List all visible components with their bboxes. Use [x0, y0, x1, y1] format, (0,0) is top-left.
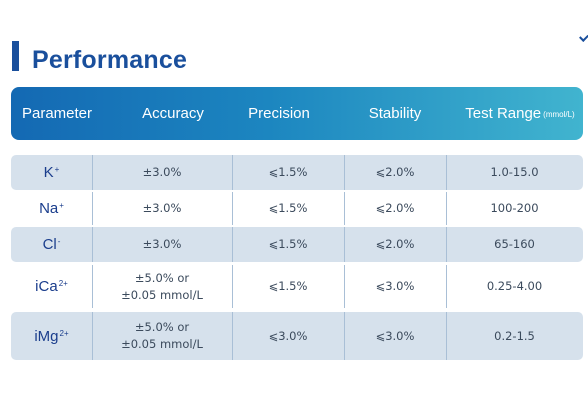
stability-cell: ⩽2.0% — [375, 165, 415, 179]
header-stability: Stability — [368, 105, 422, 122]
column-divider — [446, 155, 447, 190]
column-divider — [446, 227, 447, 262]
precision-cell: ⩽1.5% — [268, 201, 308, 215]
column-divider — [446, 192, 447, 225]
ion-charge: 2+ — [58, 279, 68, 288]
table-row: iCa 2+ ±5.0% or ±0.05 mmol/L ⩽1.5% ⩽3.0% 0.25-… — [11, 265, 583, 308]
page-title: Performance — [32, 46, 188, 74]
column-divider — [344, 312, 345, 360]
ion-name: K — [43, 164, 54, 181]
column-divider — [92, 192, 93, 225]
column-divider — [344, 155, 345, 190]
accuracy-line: ±3.0% — [142, 201, 182, 215]
header-test-range: Test Range (mmol/L) — [457, 87, 583, 140]
header-precision: Precision — [248, 105, 310, 122]
precision-cell: ⩽1.5% — [268, 237, 308, 251]
stability-cell: ⩽2.0% — [375, 201, 415, 215]
precision-cell: ⩽3.0% — [268, 328, 308, 343]
column-divider — [92, 265, 93, 308]
table-row: K + ±3.0% ⩽1.5% ⩽2.0% 1.0-15.0 — [11, 155, 583, 190]
accuracy-line: ±5.0% or — [134, 270, 190, 285]
accuracy-cell: ±3.0% — [92, 155, 232, 190]
ion-charge: 2+ — [59, 328, 69, 338]
test-range-cell: 100-200 — [490, 201, 539, 215]
test-range-cell: 1.0-15.0 — [490, 165, 539, 179]
ion-name: iMg — [34, 327, 59, 345]
stability-cell: ⩽2.0% — [375, 237, 415, 251]
chevron-down-icon — [579, 32, 588, 42]
ion-name: iCa — [35, 278, 58, 295]
ion-name: Na — [39, 200, 59, 217]
title-accent-bar — [12, 41, 19, 71]
column-divider — [446, 312, 447, 360]
test-range-cell: 0.25-4.00 — [486, 279, 543, 293]
parameter-cell: Na + — [11, 192, 92, 225]
accuracy-cell: ±5.0% or ±0.05 mmol/L — [92, 312, 232, 360]
table-row: Na + ±3.0% ⩽1.5% ⩽2.0% 100-200 — [11, 192, 583, 225]
test-range-cell: 0.2-1.5 — [494, 328, 535, 343]
header-parameter: Parameter — [21, 105, 93, 122]
column-divider — [92, 312, 93, 360]
ion-charge: + — [54, 165, 60, 174]
accuracy-line: ±5.0% or — [134, 320, 190, 334]
column-divider — [232, 227, 233, 262]
column-divider — [232, 155, 233, 190]
ion-charge: + — [59, 201, 64, 210]
stability-cell: ⩽3.0% — [375, 328, 415, 343]
header-test-range-unit: (mmol/L) — [543, 110, 575, 119]
column-divider — [92, 155, 93, 190]
accuracy-cell: ±5.0% or ±0.05 mmol/L — [92, 265, 232, 308]
header-test-range-label: Test Range — [465, 105, 542, 122]
column-divider — [232, 265, 233, 308]
accuracy-line: ±3.0% — [142, 237, 182, 251]
column-divider — [232, 312, 233, 360]
column-divider — [344, 192, 345, 225]
ion-charge: - — [57, 237, 61, 246]
accuracy-line: ±0.05 mmol/L — [121, 337, 203, 351]
header-accuracy: Accuracy — [142, 105, 204, 122]
precision-cell: ⩽1.5% — [268, 279, 308, 293]
table-row: iMg 2+ ±5.0% or ±0.05 mmol/L ⩽3.0% ⩽3.0% 0.2-1… — [11, 312, 583, 360]
column-divider — [446, 265, 447, 308]
parameter-cell: iCa 2+ — [11, 265, 92, 308]
stability-cell: ⩽3.0% — [375, 279, 415, 293]
test-range-cell: 65-160 — [494, 237, 535, 251]
accuracy-line: ±3.0% — [142, 165, 182, 179]
table-header: Parameter Accuracy Precision Stability T… — [11, 87, 583, 140]
accuracy-line: ±0.05 mmol/L — [121, 287, 203, 302]
column-divider — [344, 265, 345, 308]
column-divider — [344, 227, 345, 262]
parameter-cell: Cl - — [11, 227, 92, 262]
table-row: Cl - ±3.0% ⩽1.5% ⩽2.0% 65-160 — [11, 227, 583, 262]
parameter-cell: iMg 2+ — [11, 312, 92, 360]
ion-name: Cl — [42, 236, 57, 253]
column-divider — [92, 227, 93, 262]
precision-cell: ⩽1.5% — [268, 165, 308, 179]
parameter-cell: K + — [11, 155, 92, 190]
accuracy-cell: ±3.0% — [92, 192, 232, 225]
column-divider — [232, 192, 233, 225]
accuracy-cell: ±3.0% — [92, 227, 232, 262]
